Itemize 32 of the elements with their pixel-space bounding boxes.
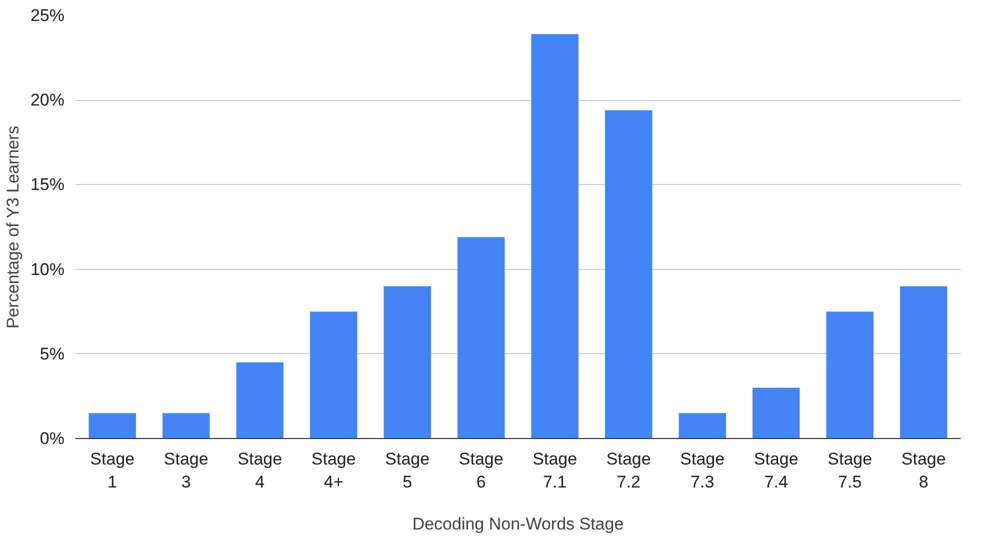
x-tick-label: Stage 7.1 bbox=[532, 450, 578, 492]
y-tick-label: 10% bbox=[30, 260, 65, 279]
x-tick-label: Stage 3 bbox=[164, 450, 208, 492]
y-tick-label: 15% bbox=[30, 175, 65, 194]
bar bbox=[458, 237, 505, 438]
x-tick-label: Stage 7.5 bbox=[828, 450, 872, 492]
bar bbox=[88, 413, 136, 438]
bar bbox=[162, 413, 210, 438]
x-tick-label: Stage 7.2 bbox=[606, 450, 651, 492]
bar bbox=[752, 388, 800, 438]
bar bbox=[605, 110, 652, 438]
y-tick-label: 20% bbox=[30, 90, 65, 110]
x-tick-label: Stage 7.4 bbox=[754, 450, 798, 492]
bar bbox=[531, 34, 578, 438]
y-tick-label: 5% bbox=[40, 344, 65, 364]
bar bbox=[310, 312, 358, 438]
bar bbox=[826, 312, 874, 438]
x-tick-label: Stage 7.3 bbox=[680, 450, 725, 492]
bar bbox=[236, 362, 284, 438]
x-tick-label: Stage 4 bbox=[238, 450, 282, 492]
x-tick-label: Stage 1 bbox=[90, 450, 135, 492]
bar bbox=[384, 286, 431, 438]
x-tick-label: Stage 6 bbox=[458, 450, 504, 492]
y-axis-title: Percentage of Y3 Learners bbox=[3, 126, 22, 329]
y-tick-label: 25% bbox=[30, 6, 65, 25]
bar bbox=[900, 286, 948, 438]
bar bbox=[678, 413, 726, 438]
x-tick-label: Stage 4+ bbox=[311, 450, 356, 492]
x-tick-label: Stage 8 bbox=[901, 450, 946, 492]
x-axis-title: Decoding Non-Words Stage bbox=[412, 514, 624, 534]
x-tick-label: Stage 5 bbox=[385, 450, 430, 492]
y-tick-label: 0% bbox=[40, 429, 65, 448]
